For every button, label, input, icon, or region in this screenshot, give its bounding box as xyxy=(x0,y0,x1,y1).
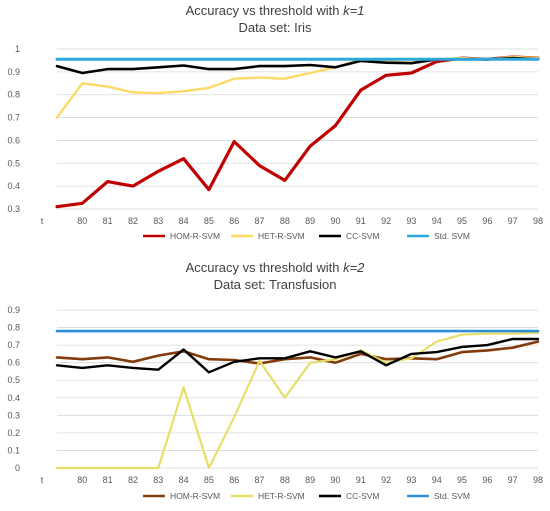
y-tick-label: 1 xyxy=(15,44,20,54)
series-line-cc-svm xyxy=(55,337,540,374)
x-tick-label: 86 xyxy=(229,216,239,226)
x-tick-label: 83 xyxy=(153,475,163,485)
chart-title-k: k=2 xyxy=(343,260,365,275)
y-tick-label: 0.1 xyxy=(7,445,20,455)
x-tick-label: 89 xyxy=(305,475,315,485)
legend-label: CC-SVM xyxy=(346,491,380,501)
y-tick-label: 0.4 xyxy=(7,181,20,191)
legend-label: CC-SVM xyxy=(346,231,380,241)
x-tick-label: 98 xyxy=(533,475,543,485)
chart-title: Accuracy vs threshold with k=1 xyxy=(186,3,365,18)
x-tick-label: 95 xyxy=(457,216,467,226)
x-tick-label: 97 xyxy=(508,475,518,485)
x-tick-label: 92 xyxy=(381,475,391,485)
y-tick-label: 0.3 xyxy=(7,410,20,420)
chart-title-text: Accuracy vs threshold with xyxy=(186,260,344,275)
x-tick-label: 91 xyxy=(356,216,366,226)
x-tick-label: 98 xyxy=(533,216,543,226)
x-tick-label: 82 xyxy=(128,475,138,485)
x-tick-label: 91 xyxy=(356,475,366,485)
x-tick-label: 94 xyxy=(432,475,442,485)
x-tick-label: t xyxy=(41,475,44,485)
series-line-hom-r-svm xyxy=(55,55,540,209)
legend-label: HOM-R-SVM xyxy=(170,491,220,501)
x-tick-label: 96 xyxy=(482,216,492,226)
x-tick-label: 93 xyxy=(406,216,416,226)
x-tick-label: 80 xyxy=(77,475,87,485)
chart-subtitle: Data set: Iris xyxy=(239,20,312,35)
y-tick-label: 0.6 xyxy=(7,358,20,368)
x-tick-label: 85 xyxy=(204,216,214,226)
y-tick-label: 0.2 xyxy=(7,428,20,438)
chart-iris: Accuracy vs threshold with k=1 Data set: … xyxy=(7,3,543,241)
x-tick-label: 96 xyxy=(482,475,492,485)
x-tick-label: 89 xyxy=(305,216,315,226)
x-tick-label: 85 xyxy=(204,475,214,485)
x-tick-label: 81 xyxy=(103,475,113,485)
x-tick-label: 97 xyxy=(508,216,518,226)
y-tick-label: 0.8 xyxy=(7,90,20,100)
series-line-hom-r-svm xyxy=(55,340,540,365)
y-tick-label: 0.9 xyxy=(7,305,20,315)
x-tick-label: 84 xyxy=(179,475,189,485)
y-tick-label: 0.8 xyxy=(7,323,20,333)
x-tick-label: 88 xyxy=(280,475,290,485)
legend-label: HET-R-SVM xyxy=(258,231,305,241)
y-tick-label: 0.9 xyxy=(7,67,20,77)
y-tick-label: 0.5 xyxy=(7,375,20,385)
legend-label: Std. SVM xyxy=(434,231,470,241)
x-tick-label: 94 xyxy=(432,216,442,226)
x-tick-label: 88 xyxy=(280,216,290,226)
x-tick-label: 87 xyxy=(255,216,265,226)
x-tick-label: 84 xyxy=(179,216,189,226)
y-tick-label: 0.3 xyxy=(7,204,20,214)
x-tick-label: 92 xyxy=(381,216,391,226)
series-line-het-r-svm xyxy=(55,331,540,470)
x-tick-label: 82 xyxy=(128,216,138,226)
y-tick-label: 0.6 xyxy=(7,135,20,145)
x-tick-label: 90 xyxy=(330,216,340,226)
chart-title: Accuracy vs threshold with k=2 xyxy=(186,260,366,275)
y-tick-label: 0.7 xyxy=(7,340,20,350)
x-tick-label: 93 xyxy=(406,475,416,485)
x-tick-label: t xyxy=(41,216,44,226)
chart-subtitle: Data set: Transfusion xyxy=(214,277,337,292)
chart-title-k: k=1 xyxy=(343,3,364,18)
y-tick-label: 0.4 xyxy=(7,393,20,403)
legend-label: HET-R-SVM xyxy=(258,491,305,501)
y-tick-label: 0.7 xyxy=(7,113,20,123)
legend-label: Std. SVM xyxy=(434,491,470,501)
y-tick-label: 0.5 xyxy=(7,158,20,168)
x-tick-label: 80 xyxy=(77,216,87,226)
legend-label: HOM-R-SVM xyxy=(170,231,220,241)
x-tick-label: 81 xyxy=(103,216,113,226)
x-tick-label: 83 xyxy=(153,216,163,226)
x-tick-label: 95 xyxy=(457,475,467,485)
x-tick-label: 87 xyxy=(255,475,265,485)
chart-transfusion: Accuracy vs threshold with k=2 Data set: … xyxy=(7,260,543,501)
x-tick-label: 90 xyxy=(330,475,340,485)
x-tick-label: 86 xyxy=(229,475,239,485)
y-tick-label: 0 xyxy=(15,463,20,473)
chart-title-text: Accuracy vs threshold with xyxy=(186,3,344,18)
